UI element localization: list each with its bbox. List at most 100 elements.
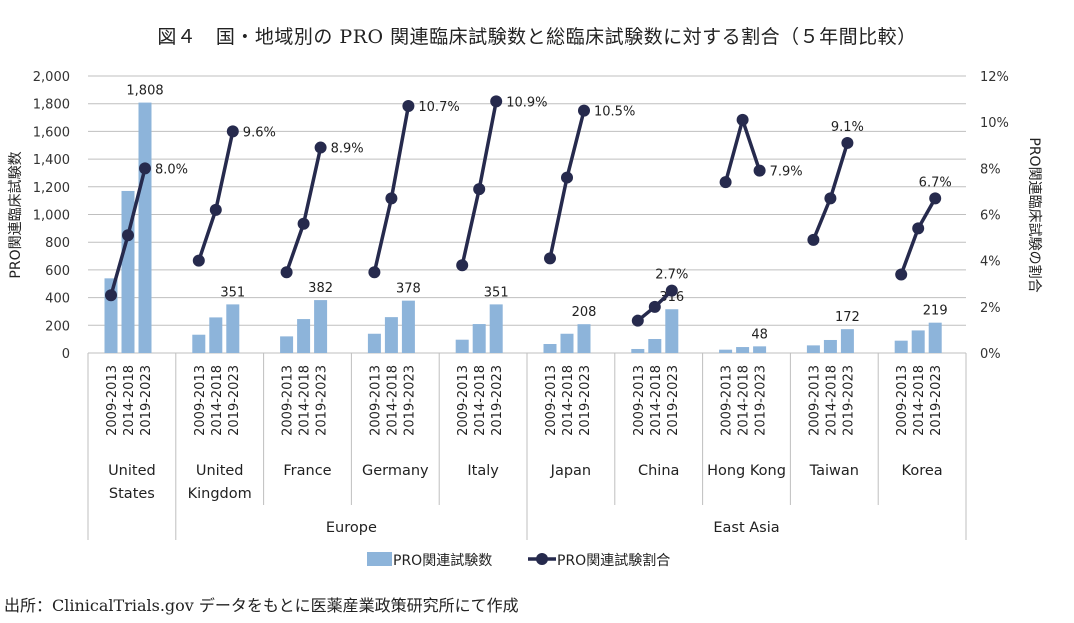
- legend-line-label: PRO関連試験割合: [557, 552, 670, 569]
- period-tick-label: 2014-2018: [122, 365, 137, 436]
- country-label: Japan: [550, 463, 591, 479]
- bar-data-label: 382: [308, 281, 333, 296]
- y-tick-label: 1,600: [33, 125, 70, 140]
- ratio-point: [122, 229, 134, 242]
- bar-2014-2018: [823, 339, 837, 353]
- ratio-point: [139, 162, 151, 175]
- bar-2019-2023: [840, 329, 854, 353]
- ratio-point: [105, 289, 117, 302]
- bar-data-label: 1,808: [126, 84, 163, 99]
- y-tick-label: 2,000: [33, 70, 70, 85]
- ratio-point: [807, 233, 820, 246]
- period-tick-label: 2014-2018: [824, 365, 839, 436]
- line-data-label: 8.9%: [331, 142, 364, 157]
- combo-chart: 0 200 400 600 800 1,000 1,200 1,400 1,600 1,800 2,…: [8, 70, 1043, 569]
- y2-tick-label: 10%: [980, 116, 1009, 131]
- line-data-label: 6.7%: [919, 175, 952, 190]
- y-tick-label: 400: [45, 292, 70, 307]
- country-label: United: [108, 463, 156, 479]
- period-tick-label: 2014-2018: [385, 365, 400, 436]
- ratio-line: [197, 131, 235, 262]
- y2-tick-label: 2%: [980, 301, 1001, 316]
- ratio-point: [648, 300, 661, 313]
- bar-data-label: 351: [220, 285, 245, 300]
- period-tick-label: 2009-2013: [807, 365, 822, 436]
- period-tick-label: 2019-2023: [841, 365, 856, 436]
- legend-line-marker: [536, 553, 548, 565]
- period-tick-label: 2009-2013: [544, 365, 559, 436]
- y2-tick-label: 12%: [980, 70, 1009, 85]
- period-tick-label: 2014-2018: [210, 365, 225, 436]
- period-tick-label: 2019-2023: [402, 365, 417, 436]
- y-axis-label: PRO関連臨床試験数: [8, 151, 24, 278]
- region-label: Europe: [326, 520, 377, 536]
- bar-2014-2018: [209, 317, 223, 353]
- bar-data-label: 351: [484, 285, 509, 300]
- ratio-point: [473, 183, 486, 196]
- ratio-point: [456, 259, 469, 272]
- bar-2019-2023: [928, 322, 942, 353]
- line-data-label: 7.9%: [770, 165, 803, 180]
- period-tick-label: 2009-2013: [105, 365, 120, 436]
- bar-2009-2013: [280, 336, 294, 353]
- line-data-label: 8.0%: [155, 162, 188, 177]
- bar-2019-2023: [577, 324, 591, 353]
- bar-data-label: 219: [923, 304, 948, 319]
- period-tick-label: 2009-2013: [720, 365, 735, 436]
- bar-data-label: 208: [572, 305, 597, 320]
- y-tick-label: 1,800: [33, 98, 70, 113]
- bar-2019-2023: [665, 309, 679, 353]
- ratio-line: [899, 197, 937, 276]
- country-label: China: [638, 463, 679, 479]
- period-tick-label: 2009-2013: [193, 365, 208, 436]
- y-tick-label: 600: [45, 264, 70, 279]
- period-tick-label: 2014-2018: [649, 365, 664, 436]
- y2-axis-label: PRO関連臨床試験の割合: [1026, 137, 1043, 292]
- legend-bar-swatch: [367, 552, 392, 566]
- country-label: Germany: [362, 463, 429, 479]
- period-tick-label: 2014-2018: [737, 365, 752, 436]
- y-tick-label: 200: [45, 319, 70, 334]
- line-data-label: 10.9%: [506, 95, 547, 110]
- line-data-label: 10.5%: [594, 105, 635, 120]
- bar-2019-2023: [753, 346, 767, 353]
- ratio-point: [209, 203, 222, 216]
- bar-2019-2023: [226, 304, 240, 353]
- ratio-point: [297, 217, 310, 230]
- bar-2014-2018: [736, 347, 750, 353]
- country-label: Italy: [467, 463, 499, 479]
- y2-tick-label: 4%: [980, 255, 1001, 270]
- bar-2014-2018: [297, 319, 311, 353]
- ratio-point: [544, 252, 556, 265]
- period-tick-label: 2019-2023: [315, 365, 330, 436]
- ratio-point: [561, 171, 573, 184]
- y-tick-label: 0: [62, 347, 70, 362]
- country-label: States: [109, 486, 155, 502]
- bar-2014-2018: [384, 317, 398, 353]
- y2-tick-label: 0%: [980, 347, 1001, 362]
- bar-data-label: 48: [751, 327, 768, 342]
- period-tick-label: 2014-2018: [473, 365, 488, 436]
- period-tick-label: 2014-2018: [912, 365, 927, 436]
- bar-data-label: 172: [835, 310, 860, 325]
- country-label: France: [283, 463, 331, 479]
- line-data-label: 2.7%: [655, 268, 688, 283]
- bar-data-label: 316: [659, 290, 684, 305]
- bar-2019-2023: [314, 300, 328, 353]
- period-tick-label: 2009-2013: [632, 365, 647, 436]
- ratio-point: [631, 314, 644, 327]
- country-label: Taiwan: [809, 463, 859, 479]
- period-tick-label: 2019-2023: [227, 365, 242, 436]
- bar-2019-2023: [489, 304, 503, 353]
- period-tick-label: 2019-2023: [490, 365, 505, 436]
- bar-data-label: 378: [396, 282, 421, 297]
- bar-2009-2013: [192, 334, 206, 353]
- period-tick-label: 2009-2013: [368, 365, 383, 436]
- period-tick-label: 2014-2018: [561, 365, 576, 436]
- period-tick-label: 2019-2023: [666, 365, 681, 436]
- bar-2014-2018: [911, 330, 925, 353]
- ratio-point: [368, 266, 381, 279]
- source-note: 出所：ClinicalTrials.gov データをもとに医薬産業政策研究所にて…: [4, 596, 519, 615]
- bar-2009-2013: [719, 349, 733, 353]
- bar-2014-2018: [648, 339, 662, 353]
